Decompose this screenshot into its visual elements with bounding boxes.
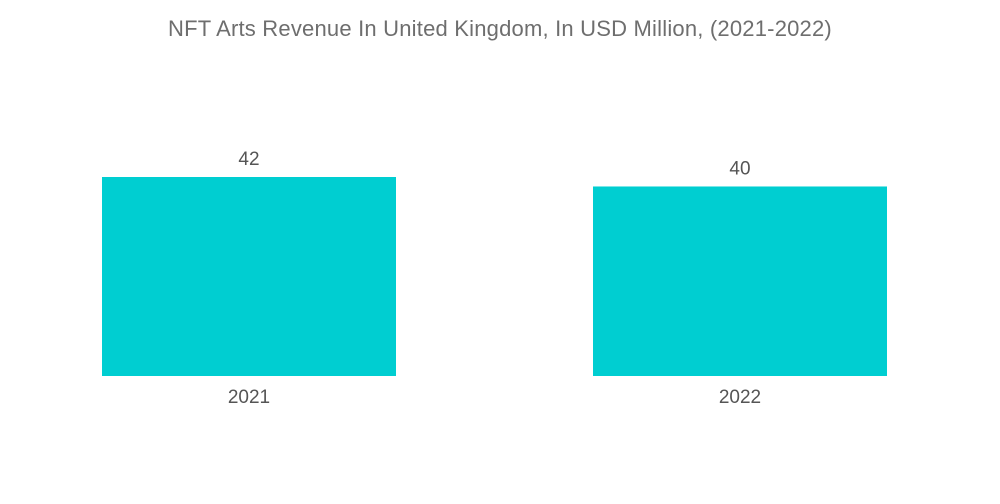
- value-labels-layer: 42 40: [238, 149, 750, 179]
- bar-2022: [593, 186, 887, 376]
- chart-title: NFT Arts Revenue In United Kingdom, In U…: [168, 16, 832, 41]
- bars-layer: [102, 177, 887, 376]
- x-tick-labels-layer: 2021 2022: [228, 387, 761, 408]
- bar-2021: [102, 177, 396, 376]
- value-label-2022: 40: [729, 158, 750, 179]
- x-tick-label-2022: 2022: [719, 387, 761, 408]
- value-label-2021: 42: [238, 149, 259, 170]
- x-tick-label-2021: 2021: [228, 387, 270, 408]
